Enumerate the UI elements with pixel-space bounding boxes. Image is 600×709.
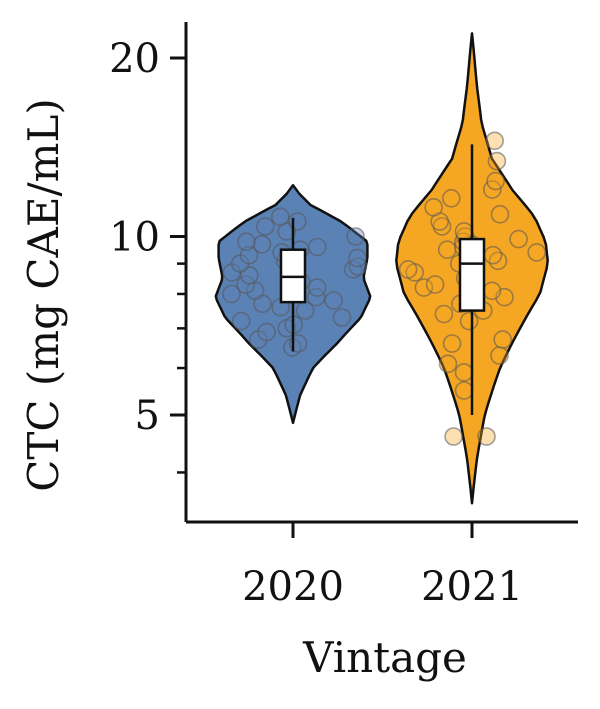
data-point-2021-7 bbox=[493, 330, 513, 349]
data-point-2020-16 bbox=[307, 278, 327, 297]
data-point-2021-2 bbox=[454, 381, 474, 400]
data-point-2020-3 bbox=[257, 322, 276, 342]
data-point-2021-1 bbox=[477, 427, 496, 446]
data-point-2020-27 bbox=[239, 245, 259, 265]
data-point-2021-0 bbox=[444, 427, 463, 446]
data-point-2020-6 bbox=[232, 311, 251, 331]
data-point-2021-38 bbox=[485, 131, 505, 151]
data-point-2021-27 bbox=[509, 229, 528, 249]
data-point-2021-20 bbox=[488, 251, 508, 271]
data-point-2021-9 bbox=[434, 304, 454, 324]
data-point-2021-33 bbox=[424, 198, 443, 217]
data-point-2021-36 bbox=[486, 171, 505, 191]
data-point-2020-31 bbox=[252, 235, 272, 254]
data-point-2021-29 bbox=[454, 222, 474, 241]
data-point-2020-35 bbox=[255, 217, 275, 236]
data-point-2021-4 bbox=[438, 354, 458, 374]
data-point-2020-7 bbox=[332, 308, 352, 327]
data-point-2021-23 bbox=[437, 240, 457, 259]
data-point-2021-18 bbox=[398, 260, 418, 279]
data-point-2021-3 bbox=[454, 363, 474, 382]
data-point-2021-13 bbox=[482, 281, 502, 301]
data-point-2021-34 bbox=[441, 189, 461, 208]
data-point-2021-37 bbox=[487, 151, 507, 171]
data-point-2020-13 bbox=[222, 284, 241, 304]
data-point-2021-21 bbox=[483, 245, 503, 265]
data-point-2020-37 bbox=[270, 207, 290, 226]
data-point-2021-8 bbox=[459, 311, 479, 331]
y-tick-label-5: 5 bbox=[135, 393, 160, 439]
data-point-2020-32 bbox=[237, 232, 256, 251]
data-point-2021-14 bbox=[414, 278, 434, 297]
data-point-2020-33 bbox=[346, 227, 365, 246]
data-point-2021-22 bbox=[527, 243, 547, 262]
data-point-2020-30 bbox=[307, 237, 327, 257]
data-point-2021-32 bbox=[490, 205, 510, 224]
data-point-2021-15 bbox=[425, 275, 445, 294]
boxplots-layer bbox=[279, 144, 486, 415]
x-tick-label-2020: 2020 bbox=[242, 564, 344, 610]
x-tick-label-2021: 2021 bbox=[421, 564, 523, 610]
y-tick-label-20: 20 bbox=[109, 36, 160, 82]
data-point-2020-11 bbox=[324, 291, 343, 310]
data-point-2020-26 bbox=[348, 248, 367, 268]
box-2021 bbox=[458, 237, 486, 312]
y-axis-title: CTC (mg CAE/mL) bbox=[19, 98, 68, 491]
data-point-2020-36 bbox=[287, 212, 307, 231]
data-point-2020-12 bbox=[306, 287, 326, 307]
points-layer bbox=[222, 131, 547, 446]
y-tick-label-10: 10 bbox=[109, 214, 160, 260]
data-point-2021-5 bbox=[490, 346, 509, 365]
data-point-2021-6 bbox=[442, 334, 462, 353]
x-axis-title: Vintage bbox=[302, 633, 467, 682]
